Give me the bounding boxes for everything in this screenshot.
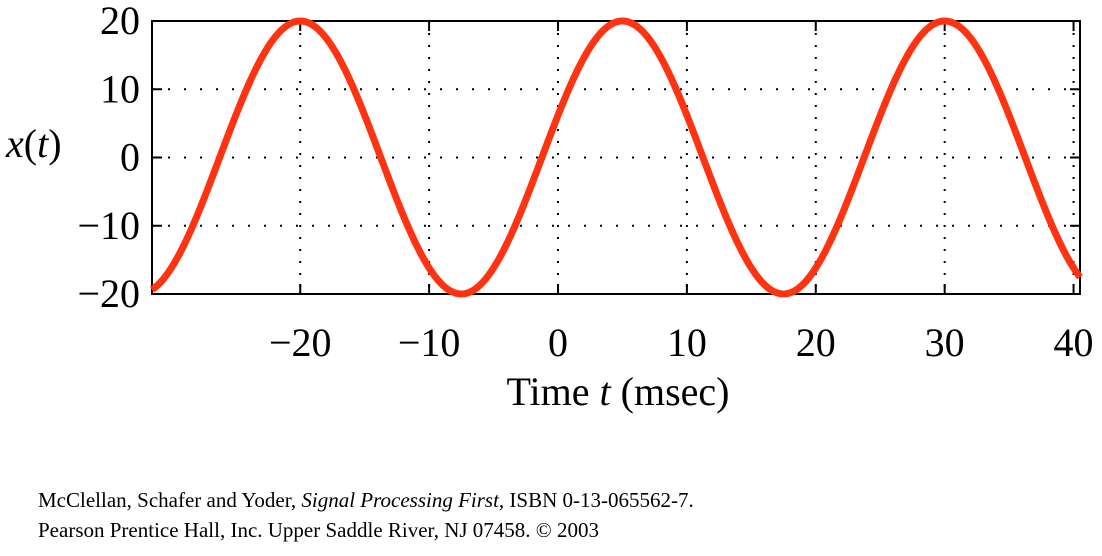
x-tick-label: 40 [1054, 320, 1094, 365]
grid-lines [152, 20, 1080, 295]
credit-book-title: Signal Processing First, [301, 488, 505, 512]
x-axis-label-variable: t [600, 369, 612, 414]
chart: −20 −10 0 10 20 30 40 −20 −10 0 10 20 Time t (msec)… [5, 0, 1094, 414]
series-line [149, 17, 1083, 298]
y-axis-label-paren-open: ( [24, 121, 37, 166]
y-axis-label-function: x [5, 121, 24, 166]
y-tick-label: −10 [77, 203, 140, 248]
x-tick-label: 20 [796, 320, 836, 365]
credit-authors: McClellan, Schafer and Yoder, [38, 488, 302, 512]
y-tick-label: 0 [120, 135, 140, 180]
x-tick-label: 30 [925, 320, 965, 365]
x-axis-label: Time t (msec) [507, 369, 730, 414]
series-layer [149, 17, 1083, 298]
credit-line-2: Pearson Prentice Hall, Inc. Upper Saddle… [38, 518, 600, 542]
credit-isbn: ISBN 0-13-065562-7. [504, 488, 694, 512]
y-axis-label: x(t) [5, 121, 62, 166]
y-tick-label: −20 [77, 271, 140, 316]
y-tick-label: 10 [100, 66, 140, 111]
x-axis-label-prefix: Time [507, 369, 600, 414]
y-axis-label-argument: t [37, 121, 49, 166]
x-tick-label: 10 [667, 320, 707, 365]
credit-line-1: McClellan, Schafer and Yoder, Signal Pro… [38, 488, 694, 513]
x-tick-label: −10 [398, 320, 461, 365]
y-axis-label-paren-close: ) [48, 121, 61, 166]
y-tick-label: 20 [100, 0, 140, 43]
tick-labels: −20 −10 0 10 20 30 40 −20 −10 0 10 20 [77, 0, 1093, 365]
tick-marks [152, 20, 1080, 295]
x-tick-label: −20 [269, 320, 332, 365]
x-tick-label: 0 [548, 320, 568, 365]
x-axis-label-suffix: (msec) [611, 369, 730, 414]
